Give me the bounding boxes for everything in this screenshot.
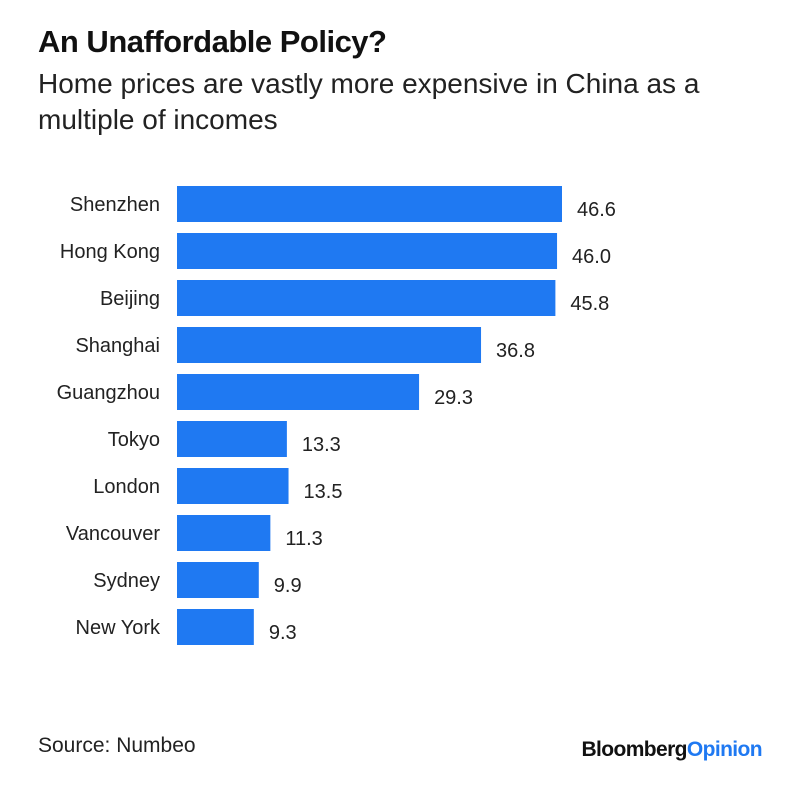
value-label: 9.3 <box>269 622 297 644</box>
bar <box>177 280 556 316</box>
bar <box>177 421 287 457</box>
value-label: 45.8 <box>570 293 609 315</box>
bar <box>177 562 259 598</box>
category-label: Beijing <box>100 288 160 310</box>
bar <box>177 327 482 363</box>
category-label: Hong Kong <box>60 241 160 263</box>
bar <box>177 374 420 410</box>
bar <box>177 233 558 269</box>
category-label: Shenzhen <box>70 194 160 216</box>
value-label: 46.0 <box>572 246 611 268</box>
value-label: 13.5 <box>304 481 343 503</box>
category-label: New York <box>76 617 161 639</box>
value-label: 46.6 <box>577 199 616 221</box>
category-label: Sydney <box>93 570 160 592</box>
category-label: Shanghai <box>75 335 160 357</box>
brand-logo: BloombergOpinion <box>581 738 762 762</box>
category-label: Guangzhou <box>57 382 160 404</box>
bar <box>177 515 271 551</box>
value-label: 11.3 <box>285 528 322 550</box>
value-label: 29.3 <box>434 387 473 409</box>
category-label: Vancouver <box>66 523 160 545</box>
category-label: London <box>93 476 160 498</box>
source-note: Source: Numbeo <box>38 734 196 757</box>
brand-primary: Bloomberg <box>581 738 687 761</box>
bar <box>177 468 289 504</box>
chart-title: An Unaffordable Policy? <box>38 24 387 59</box>
value-label: 36.8 <box>496 340 535 362</box>
bar <box>177 609 254 645</box>
brand-secondary: Opinion <box>686 738 763 761</box>
bar <box>177 186 562 222</box>
chart-subtitle: Home prices are vastly more expensive in… <box>38 68 700 135</box>
value-label: 13.3 <box>302 434 341 456</box>
bar-chart: Shenzhen 46.6 Hong Kong 46.0 Beijing 45.8 Shan… <box>57 186 616 645</box>
value-label: 9.9 <box>274 575 302 597</box>
category-label: Tokyo <box>108 429 160 451</box>
